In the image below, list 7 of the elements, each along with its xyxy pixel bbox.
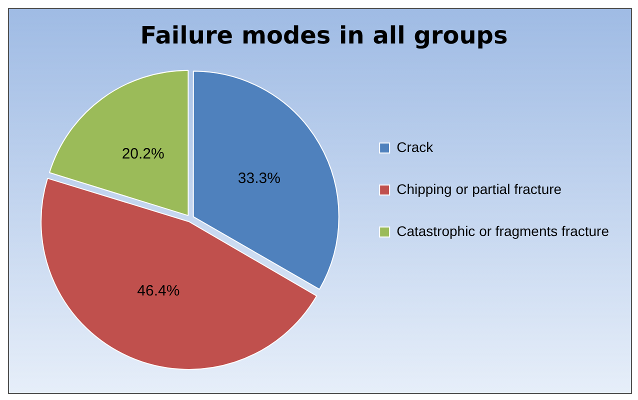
chart-title: Failure modes in all groups — [140, 22, 508, 50]
data-label: 33.3% — [238, 170, 280, 187]
legend-label: Chipping or partial fracture — [396, 180, 562, 197]
data-label: 20.2% — [122, 146, 164, 163]
legend-label: Catastrophic or fragments fracture — [396, 222, 610, 239]
legend-label: Crack — [396, 138, 434, 155]
data-label: 46.4% — [137, 282, 180, 300]
